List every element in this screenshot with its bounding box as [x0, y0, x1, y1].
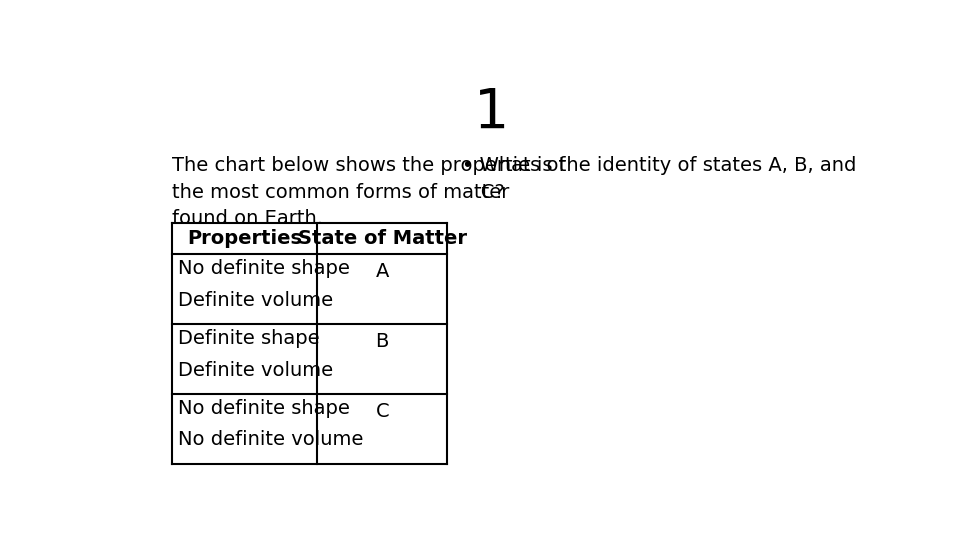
Text: A: A	[375, 262, 389, 281]
Text: Definite volume: Definite volume	[178, 361, 333, 380]
Text: No definite shape: No definite shape	[178, 259, 349, 278]
Text: Definite volume: Definite volume	[178, 291, 333, 309]
Text: No definite shape: No definite shape	[178, 399, 349, 418]
Text: No definite volume: No definite volume	[178, 430, 364, 449]
Text: B: B	[375, 332, 389, 351]
Text: Definite shape: Definite shape	[178, 329, 320, 348]
Text: Properties: Properties	[187, 229, 302, 248]
Text: 1: 1	[474, 85, 510, 140]
Text: State of Matter: State of Matter	[298, 229, 467, 248]
Text: The chart below shows the properties of
the most common forms of matter
found on: The chart below shows the properties of …	[172, 156, 565, 228]
Text: • What is the identity of states A, B, and
   C?: • What is the identity of states A, B, a…	[463, 156, 856, 202]
Text: C: C	[375, 402, 389, 421]
